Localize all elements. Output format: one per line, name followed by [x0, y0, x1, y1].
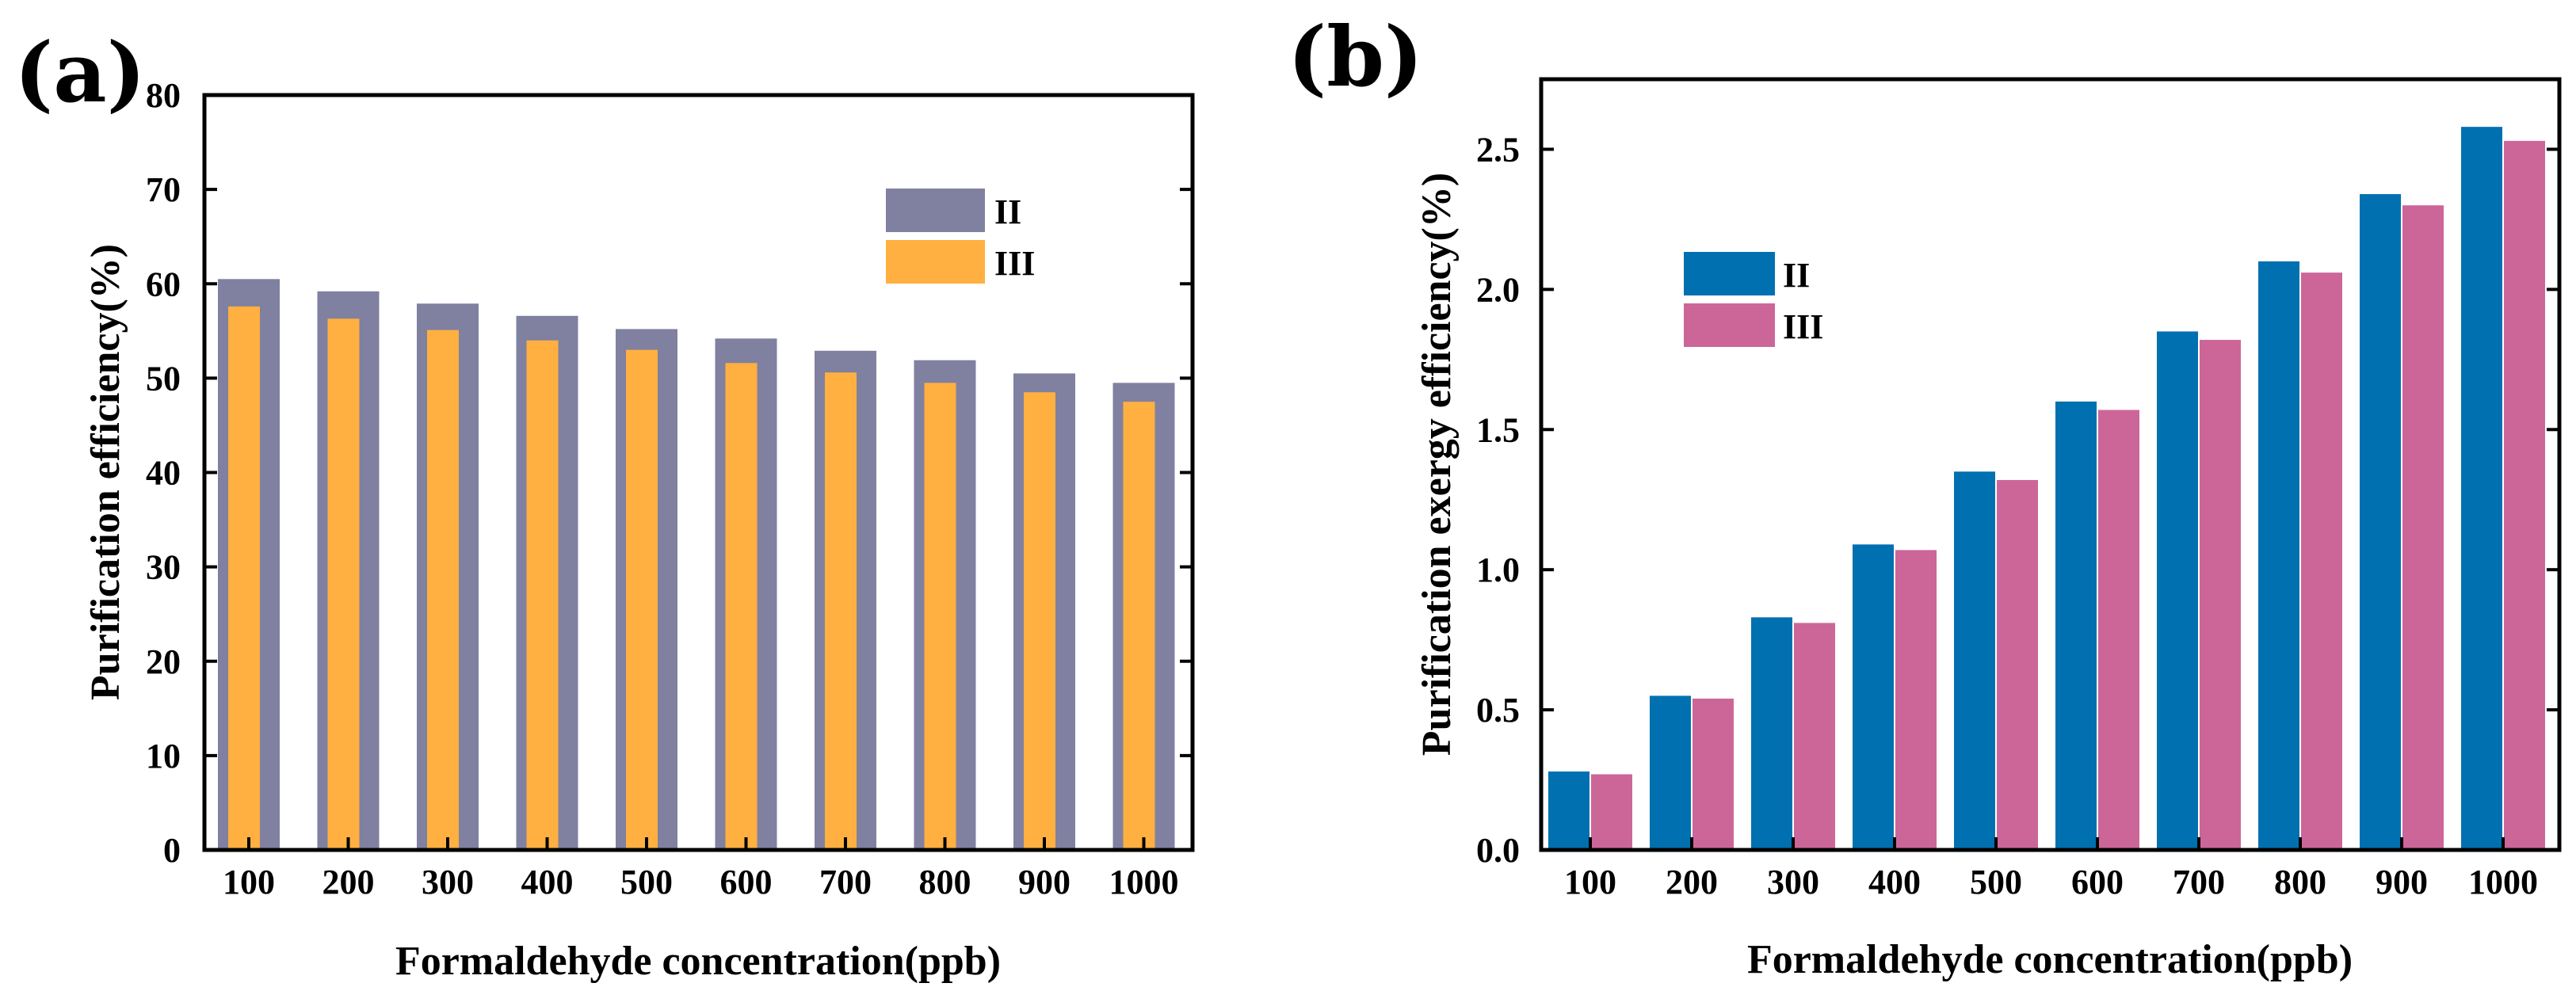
panel-b-legend-swatch-ii — [1684, 252, 1775, 295]
panel-b-y-ticks: 0.0 0.5 1.0 1.5 2.0 2.5 — [1476, 130, 2559, 870]
chart-panel-a: (a) 0 10 20 30 40 50 60 70 80 100 200 300 400 500 600… — [14, 24, 1195, 984]
panel-b-x-axis-title: Formaldehyde concentration(ppb) — [1747, 937, 2353, 982]
panel-a-y-tick-label: 70 — [146, 170, 181, 209]
panel-a-bar-iii — [327, 318, 360, 850]
panel-a-legend-swatch-iii — [886, 240, 985, 284]
panel-b-bar-ii — [2360, 194, 2401, 851]
panel-a-y-tick-label: 50 — [146, 359, 181, 398]
panel-a-x-tick-label: 400 — [521, 863, 574, 901]
panel-b-bar-ii — [2055, 401, 2097, 851]
panel-b-bar-iii — [1997, 479, 2038, 850]
panel-b-y-axis-title: Purification exergy efficiency(%) — [1414, 173, 1460, 756]
panel-a-y-tick-label: 80 — [146, 76, 181, 115]
panel-a-x-tick-label: 900 — [1018, 863, 1070, 901]
panel-a-x-tick-label: 800 — [919, 863, 971, 901]
panel-a-x-tick-label: 600 — [720, 863, 773, 901]
panel-b-y-tick-label: 0.0 — [1476, 831, 1520, 870]
panel-b-x-tick-label: 400 — [1868, 863, 1921, 901]
panel-a-x-tick-label: 300 — [422, 863, 474, 901]
panel-b-bar-ii — [2461, 127, 2502, 850]
panel-a-y-tick-label: 20 — [146, 642, 181, 681]
panel-b-bar-iii — [2098, 410, 2139, 850]
panel-b-bar-iii — [1895, 550, 1937, 850]
panel-b-x-tick-label: 800 — [2274, 863, 2326, 901]
panel-a-x-axis-title: Formaldehyde concentration(ppb) — [395, 939, 1001, 984]
panel-a-y-tick-label: 40 — [146, 454, 181, 493]
panel-a-bar-iii — [1123, 402, 1155, 850]
panel-b-bar-ii — [1853, 544, 1894, 850]
panel-a-y-tick-label: 0 — [163, 831, 181, 870]
panel-a-bar-iii — [924, 383, 956, 850]
panel-a-bars — [218, 279, 1175, 851]
panel-b-x-tick-label: 900 — [2376, 863, 2428, 901]
panel-a-y-tick-label: 60 — [146, 265, 181, 303]
panel-a-legend-label-ii: II — [994, 192, 1021, 231]
panel-b-legend-swatch-iii — [1684, 303, 1775, 347]
panel-b-bar-ii — [1751, 617, 1792, 850]
panel-b-bar-ii — [1548, 771, 1589, 850]
panel-a-legend-swatch-ii — [886, 189, 985, 232]
panel-b-bar-iii — [2504, 140, 2545, 851]
panel-a-x-ticks: 100 200 300 400 500 600 700 800 900 1000 — [223, 837, 1179, 901]
panel-a-bar-iii — [526, 340, 559, 851]
panel-b-x-tick-label: 300 — [1767, 863, 1819, 901]
panel-b-y-tick-label: 0.5 — [1476, 691, 1520, 730]
panel-b-bar-ii — [2157, 331, 2198, 850]
panel-b-bars — [1548, 127, 2545, 851]
panel-b-y-tick-label: 2.0 — [1476, 270, 1520, 309]
panel-a-bar-iii — [825, 372, 857, 850]
panel-a-x-tick-label: 500 — [620, 863, 673, 901]
panel-a-bar-iii — [427, 330, 459, 851]
panel-b-legend-label-ii: II — [1783, 256, 1810, 295]
panel-b-bar-ii — [1954, 471, 1995, 850]
panel-b-x-tick-label: 100 — [1564, 863, 1616, 901]
panel-a-x-tick-label: 700 — [819, 863, 872, 901]
panel-a-legend-label-iii: III — [994, 244, 1035, 283]
panel-b-bar-iii — [1693, 698, 1734, 850]
panel-b-label: (b) — [1288, 8, 1423, 105]
panel-b-bar-iii — [2301, 272, 2342, 851]
panel-b-legend-label-iii: III — [1783, 307, 1823, 346]
panel-b-x-tick-label: 200 — [1666, 863, 1718, 901]
panel-a-y-ticks: 0 10 20 30 40 50 60 70 80 — [146, 76, 1193, 870]
panel-b-plot-frame — [1539, 77, 2562, 852]
panel-b-x-ticks: 100 200 300 400 500 600 700 800 900 1000 — [1564, 837, 2538, 901]
panel-a-y-tick-label: 30 — [146, 548, 181, 587]
panel-a-y-axis-title: Purification efficiency(%) — [83, 244, 128, 700]
panel-b-bar-iii — [1591, 774, 1632, 850]
panel-a-x-tick-label: 100 — [223, 863, 275, 901]
panel-b-bar-ii — [2258, 261, 2299, 850]
panel-a-legend: II III — [886, 189, 1035, 284]
panel-b-bar-iii — [1794, 623, 1835, 850]
panel-b-x-tick-label: 500 — [1970, 863, 2022, 901]
panel-b-legend: II III — [1684, 252, 1823, 347]
panel-b-bar-ii — [1650, 695, 1691, 850]
panel-b-x-tick-label: 700 — [2173, 863, 2225, 901]
panel-b-y-tick-label: 1.0 — [1476, 551, 1520, 589]
chart-panel-b: (b) 0.0 0.5 1.0 1.5 2.0 2.5 100 200 300 400 500 60… — [1288, 8, 2562, 982]
panel-a-bar-iii — [725, 363, 758, 850]
panel-a-x-tick-label: 200 — [322, 863, 375, 901]
panel-b-bar-iii — [2200, 340, 2241, 850]
panel-a-label: (a) — [14, 24, 146, 121]
panel-b-y-tick-label: 2.5 — [1476, 130, 1520, 169]
panel-b-x-tick-label: 1000 — [2468, 863, 2538, 901]
panel-b-x-tick-label: 600 — [2071, 863, 2124, 901]
panel-a-x-tick-label: 1000 — [1109, 863, 1179, 901]
panel-a-y-tick-label: 10 — [146, 737, 181, 775]
panel-a-bar-iii — [228, 306, 260, 851]
panel-b-bar-iii — [2402, 205, 2444, 851]
panel-a-bar-iii — [1024, 392, 1055, 850]
panel-b-y-tick-label: 1.5 — [1476, 410, 1520, 449]
panel-a-bar-iii — [626, 349, 658, 850]
